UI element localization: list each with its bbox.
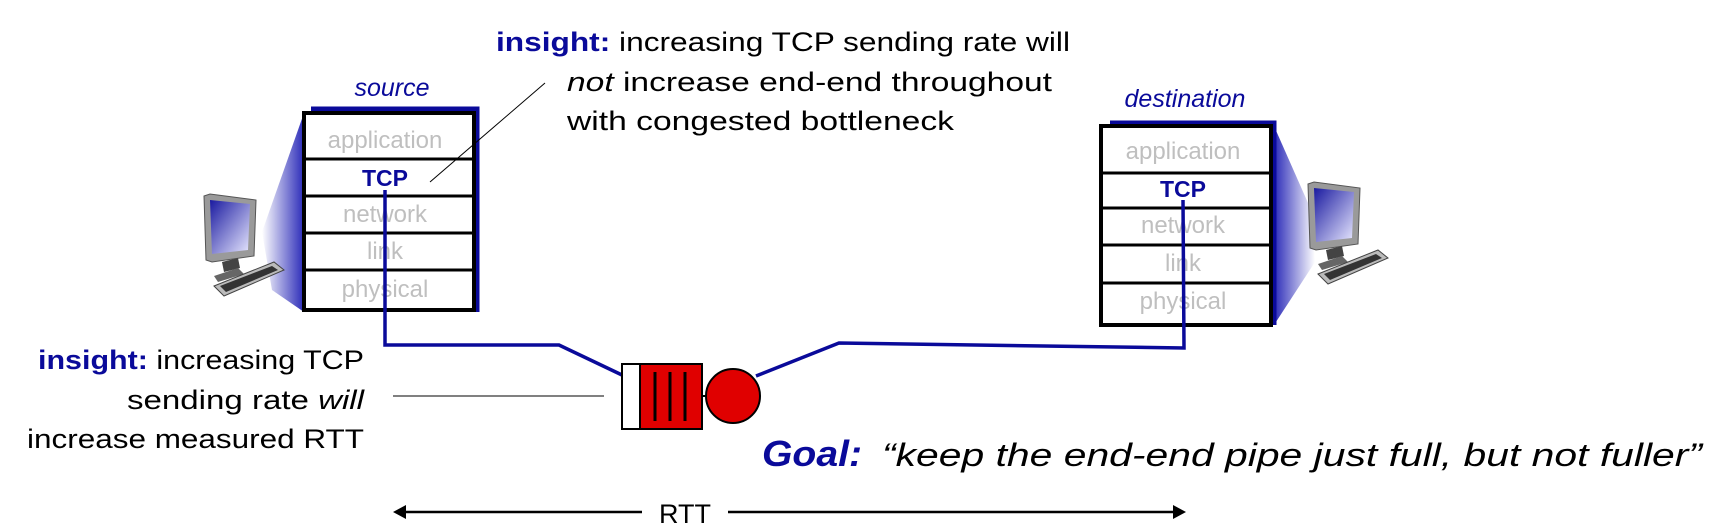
source-label: source [354,74,429,102]
destination-layer-application: application [1126,138,1241,165]
arrow-left-icon [393,505,406,519]
svg-text:sending rate will: sending rate will [127,385,365,415]
insight-bottom-line2: sending rate [127,385,318,415]
source-protocol-stack [302,111,476,312]
insight-top-leader-line [429,82,546,183]
insight-bottom-emphasis: will [318,385,365,415]
insight-keyword: insight: [38,345,148,375]
source-layer-application: application [328,127,443,154]
destination-layer-tcp: TCP [1160,176,1206,202]
insight-bottom: insight: increasing TCP sending rate wil… [27,345,365,454]
desktop-computer-icon [1307,181,1389,285]
insight-top-line3: with congested bottleneck [566,106,955,136]
destination-label: destination [1125,85,1246,113]
source-host: source application TCP network link phys… [203,74,480,312]
destination-protocol-stack [1099,124,1273,327]
router-queue-icon [621,363,761,430]
goal-statement: Goal: “keep the end-end pipe just full, … [762,433,1704,474]
network-path-source [383,190,623,377]
svg-text:insight: increasing TCP sendin: insight: increasing TCP sending rate wil… [496,27,1070,57]
source-fan [262,113,304,312]
goal-quote: “keep the end-end pipe just full, but no… [882,437,1704,473]
source-layer-tcp: TCP [362,165,408,191]
arrow-right-icon [1173,505,1186,519]
destination-fan [1274,126,1315,325]
network-path-destination [755,199,1186,378]
svg-text:not increase end-end throughou: not increase end-end throughout [567,67,1053,97]
insight-keyword: insight: [496,27,610,57]
insight-bottom-line1: increasing TCP [148,345,364,375]
insight-top-emphasis: not [567,67,616,97]
destination-host: destination application TCP network link… [1099,85,1389,327]
rtt-label: RTT [659,499,711,525]
rtt-arrow: RTT [393,499,1186,525]
svg-text:insight: increasing TCP: insight: increasing TCP [38,345,364,375]
insight-top-line2: increase end-end throughout [614,67,1053,97]
insight-top-line1: increasing TCP sending rate will [610,27,1070,57]
insight-top: insight: increasing TCP sending rate wil… [496,27,1070,136]
goal-keyword: Goal: [762,433,862,474]
insight-bottom-line3: increase measured RTT [27,424,364,454]
